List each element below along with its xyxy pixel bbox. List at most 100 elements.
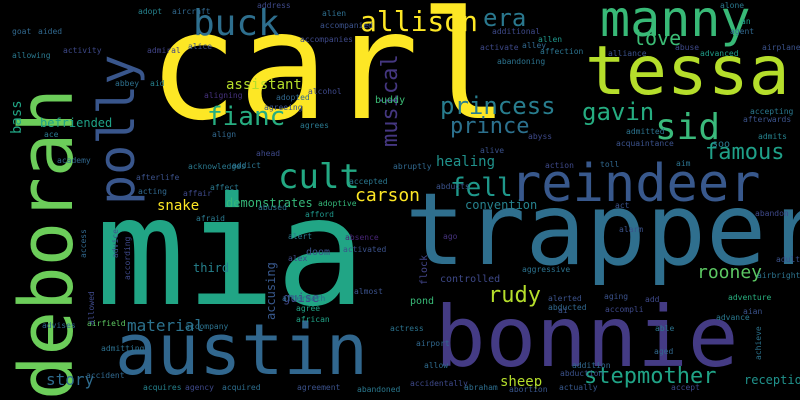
cloud-word: alley xyxy=(522,41,547,50)
cloud-word: accepted xyxy=(349,177,388,186)
cloud-word: adult xyxy=(776,255,800,264)
cloud-word: additional xyxy=(492,27,541,36)
cloud-word: allow xyxy=(424,361,449,370)
cloud-word: third xyxy=(193,261,230,275)
cloud-word: able xyxy=(655,324,675,333)
cloud-word: assistant xyxy=(226,77,302,93)
cloud-word: carl xyxy=(148,0,510,154)
cloud-word: aging xyxy=(604,292,629,301)
cloud-word: accept xyxy=(671,383,700,392)
cloud-word: aim xyxy=(676,159,691,168)
cloud-word: alcohol xyxy=(308,87,342,96)
cloud-word: advice xyxy=(111,229,120,258)
cloud-word: alliance xyxy=(608,49,647,58)
cloud-word: tessa xyxy=(585,32,790,111)
cloud-word: aid xyxy=(150,79,165,88)
cloud-word: accusing xyxy=(264,262,278,320)
cloud-word: aggressive xyxy=(522,265,571,274)
cloud-word: befriended xyxy=(40,116,113,130)
cloud-word: action xyxy=(545,161,574,170)
cloud-word: advance xyxy=(716,313,750,322)
cloud-word: alive xyxy=(480,146,505,155)
cloud-word: agreeing xyxy=(264,103,303,112)
cloud-word: allen xyxy=(538,35,563,44)
cloud-word: abandoning xyxy=(497,57,546,66)
cloud-word: bass xyxy=(9,100,25,134)
cloud-word: allison xyxy=(360,5,479,38)
cloud-word: airfield xyxy=(87,319,126,328)
cloud-word: cult xyxy=(278,157,360,197)
cloud-word: reindeer xyxy=(510,154,761,214)
cloud-word: abused xyxy=(258,203,287,212)
cloud-word: absence xyxy=(345,233,379,242)
cloud-word: sheep xyxy=(500,374,543,390)
cloud-word: alex xyxy=(288,254,308,263)
cloud-word: goat xyxy=(12,27,32,36)
cloud-word: alone xyxy=(720,1,745,10)
cloud-word: stepmother xyxy=(584,364,717,389)
cloud-word: healing xyxy=(436,154,496,170)
cloud-word: advanced xyxy=(700,49,739,58)
cloud-word: abyss xyxy=(528,132,553,141)
cloud-word: airplane xyxy=(762,43,800,52)
cloud-word: abbey xyxy=(115,79,140,88)
cloud-word: abraham xyxy=(464,383,498,392)
cloud-word: accompanied xyxy=(320,21,373,30)
cloud-word: affect xyxy=(210,183,239,192)
cloud-word: toll xyxy=(600,160,620,169)
cloud-word: academy xyxy=(57,156,91,165)
cloud-word: activity xyxy=(63,46,102,55)
cloud-word: buddy xyxy=(375,95,406,106)
cloud-word: affair xyxy=(183,189,212,198)
cloud-word: accompli xyxy=(605,305,644,314)
cloud-word: prince xyxy=(450,114,530,139)
cloud-word: afterlife xyxy=(136,173,180,182)
cloud-word: fianc xyxy=(207,102,286,132)
cloud-word: abortion xyxy=(509,385,548,394)
cloud-word: acknowledges xyxy=(188,162,246,171)
cloud-word: adopt xyxy=(138,7,163,16)
cloud-word: admitted xyxy=(626,127,665,136)
cloud-word: achieve xyxy=(754,326,763,360)
cloud-word: act xyxy=(615,201,630,210)
cloud-word: airbright xyxy=(757,271,800,280)
cloud-word: an xyxy=(741,17,751,26)
cloud-word: admitting xyxy=(101,344,145,353)
cloud-word: trapper xyxy=(405,171,800,288)
cloud-word: fell xyxy=(450,173,513,203)
cloud-word: rudy xyxy=(488,283,541,308)
cloud-word: aged xyxy=(654,347,674,356)
cloud-word: abuse xyxy=(675,43,700,52)
cloud-word: mia xyxy=(95,166,366,340)
cloud-word: austin xyxy=(115,309,368,391)
cloud-word: ai xyxy=(558,306,568,315)
cloud-word: agree xyxy=(296,304,321,313)
cloud-word: addition xyxy=(572,361,611,370)
cloud-word: accompanies xyxy=(300,35,353,44)
cloud-word: adopted xyxy=(276,93,310,102)
cloud-word: afterwards xyxy=(743,115,792,124)
cloud-word: reception xyxy=(744,373,800,387)
cloud-word: accident xyxy=(86,371,125,380)
cloud-word: ago xyxy=(443,232,458,241)
cloud-word: manny xyxy=(600,0,751,48)
cloud-word: demonstrates xyxy=(226,196,313,210)
cloud-word: according xyxy=(123,236,132,280)
cloud-word: gavin xyxy=(582,98,655,126)
cloud-word: acquaintance xyxy=(616,139,674,148)
cloud-word: addict xyxy=(232,161,261,170)
cloud-word: aftermath xyxy=(282,294,326,303)
cloud-word: accompany xyxy=(185,322,229,331)
cloud-word: snake xyxy=(157,198,200,214)
cloud-word: material xyxy=(127,316,205,335)
cloud-word: accepting xyxy=(750,107,794,116)
cloud-word: activated xyxy=(343,245,387,254)
cloud-word: love xyxy=(633,26,682,50)
cloud-word: agent xyxy=(730,27,755,36)
cloud-word: story xyxy=(46,370,95,389)
cloud-word: princess xyxy=(440,92,556,120)
cloud-word: aian xyxy=(743,307,763,316)
cloud-word: carson xyxy=(355,185,421,206)
cloud-word: affection xyxy=(540,47,584,56)
